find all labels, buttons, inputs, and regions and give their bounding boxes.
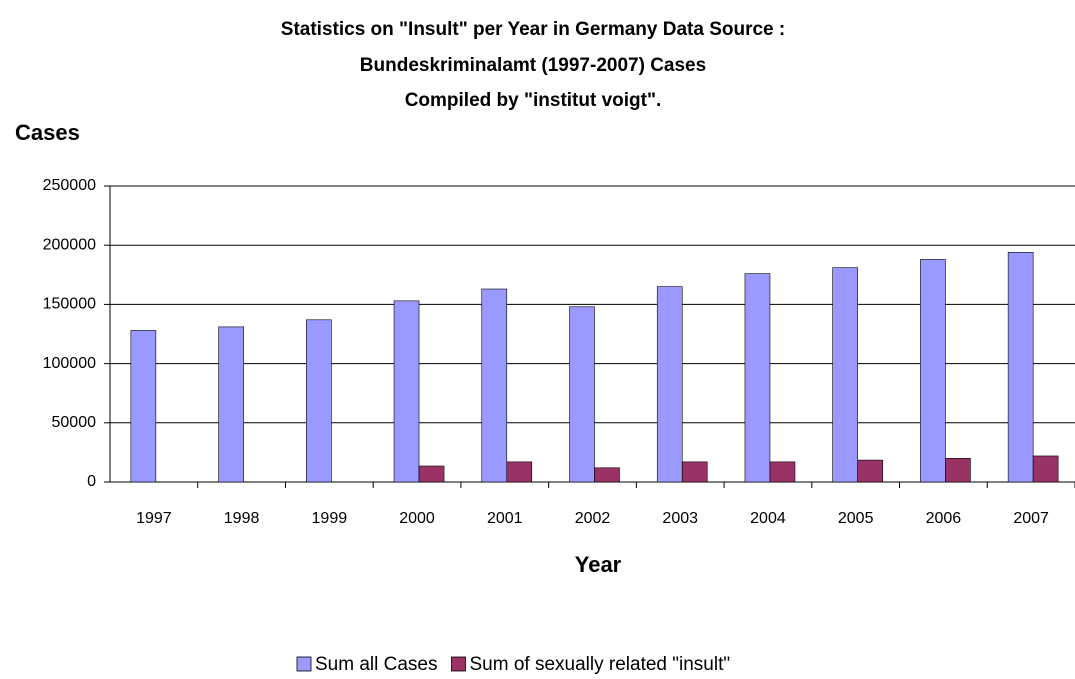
bar (832, 267, 858, 483)
chart-title: Statistics on "Insult" per Year in Germa… (281, 19, 785, 40)
bar (769, 461, 796, 483)
y-tick-label: 50000 (52, 414, 97, 431)
legend-swatch (296, 656, 312, 672)
bar (506, 461, 533, 483)
bar (920, 259, 946, 483)
bar (594, 467, 620, 483)
x-tick-label: 1997 (136, 510, 172, 527)
bar (857, 459, 883, 483)
bar (130, 330, 157, 483)
x-tick-label: 1999 (312, 510, 348, 527)
y-tick-label: 200000 (43, 236, 96, 253)
bar (418, 465, 445, 483)
y-tick-label: 100000 (43, 355, 96, 372)
x-axis-title: Year (575, 552, 622, 577)
x-tick-label: 1998 (224, 510, 260, 527)
bar (569, 306, 595, 483)
x-tick-label: 2004 (750, 510, 786, 527)
y-tick-label: 150000 (43, 296, 96, 313)
x-tick-label: 2002 (575, 510, 611, 527)
bar (393, 300, 420, 483)
bar (681, 461, 708, 483)
x-tick-label: 2000 (399, 510, 435, 527)
x-tick-label: 2006 (926, 510, 962, 527)
y-tick-label: 0 (87, 473, 96, 490)
chart-title: Compiled by "institut voigt". (405, 90, 662, 111)
x-tick-label: 2007 (1013, 510, 1049, 527)
bar (1032, 455, 1059, 483)
x-tick-label: 2003 (662, 510, 698, 527)
y-tick-label: 250000 (43, 177, 96, 194)
x-tick-label: 2005 (838, 510, 874, 527)
bar (656, 286, 683, 483)
legend-swatch (451, 656, 466, 672)
bar (1007, 252, 1034, 483)
bar (945, 458, 971, 483)
legend-label: Sum of sexually related "insult" (470, 654, 731, 675)
bar (481, 288, 508, 483)
legend-label: Sum all Cases (315, 654, 438, 675)
bar (218, 326, 244, 483)
chart-title: Bundeskriminalamt (1997-2007) Cases (360, 55, 706, 76)
bar (744, 273, 771, 483)
x-tick-label: 2001 (487, 510, 523, 527)
y-axis-title: Cases (15, 120, 80, 145)
bar (306, 319, 332, 483)
